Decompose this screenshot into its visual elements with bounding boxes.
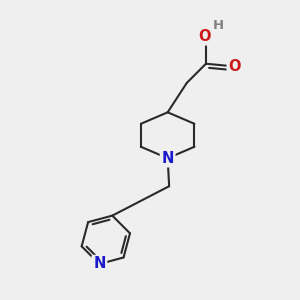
Text: N: N: [161, 151, 174, 166]
Text: O: O: [199, 29, 211, 44]
Text: H: H: [213, 19, 224, 32]
Text: N: N: [93, 256, 106, 272]
Text: O: O: [228, 58, 241, 74]
